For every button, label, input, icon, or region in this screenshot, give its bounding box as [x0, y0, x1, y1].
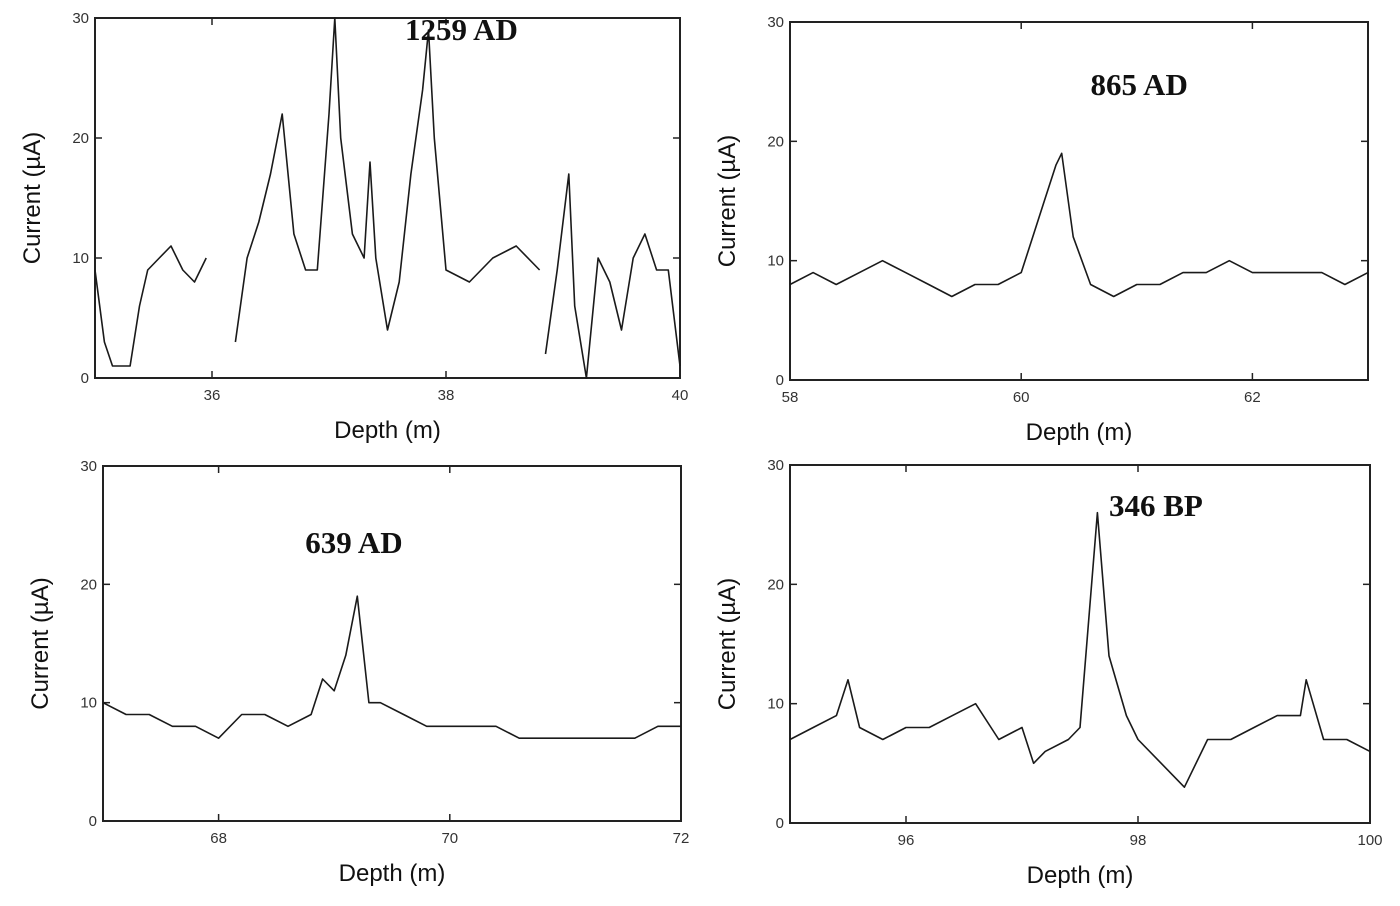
y-tick-label: 20: [72, 130, 89, 147]
y-tick-label: 20: [767, 576, 784, 593]
series-line-2: [234, 17, 541, 343]
chart-svg-1259-ad: 0 10 20 30 36 38 40 Depth (m) Current (µA) 1259 A…: [19, 10, 689, 444]
x-tick-label: 58: [782, 389, 799, 406]
chart-svg-639-ad: 0 10 20 30 68 70 72 Depth (m) Current (µA) 639 AD: [27, 458, 690, 887]
x-tick-label: 70: [441, 830, 458, 847]
x-tick-label: 62: [1244, 389, 1261, 406]
y-axis-label: Current (µA): [19, 132, 46, 265]
y-tick-label: 10: [80, 695, 97, 712]
event-annotation: 639 AD: [305, 525, 402, 560]
x-tick-label: 98: [1130, 832, 1147, 849]
y-tick-label: 20: [80, 576, 97, 593]
y-tick-label: 30: [72, 10, 89, 27]
x-tick-label: 60: [1013, 389, 1030, 406]
y-tick-label: 0: [776, 815, 784, 832]
x-axis-label: Depth (m): [339, 860, 446, 887]
y-axis-label: Current (µA): [27, 577, 54, 710]
series-line-3: [544, 173, 681, 379]
event-annotation: 1259 AD: [405, 12, 518, 47]
event-annotation: 346 BP: [1109, 488, 1203, 523]
x-tick-label: 40: [672, 387, 689, 404]
x-axis-label: Depth (m): [1026, 419, 1133, 446]
plot-frame: [789, 21, 1369, 381]
y-tick-label: 0: [776, 372, 784, 389]
x-tick-label: 72: [673, 830, 690, 847]
x-tick-label: 36: [204, 387, 221, 404]
chart-panel-1259-ad: 0 10 20 30 36 38 40 Depth (m) Current (µA) 1259 A…: [0, 0, 700, 453]
y-tick-label: 0: [89, 813, 97, 830]
chart-svg-865-ad: 0 10 20 30 58 60 62 Depth (m) Current (µA) 865 AD: [714, 14, 1369, 446]
x-tick-label: 38: [438, 387, 455, 404]
y-tick-label: 10: [72, 250, 89, 267]
y-tick-label: 30: [80, 458, 97, 475]
series-line-1: [102, 595, 681, 739]
y-axis-label: Current (µA): [714, 135, 741, 268]
chart-svg-346-bp: 0 10 20 30 96 98 100 Depth (m) Current (µA) 346 B…: [714, 457, 1383, 889]
x-tick-label: 100: [1357, 832, 1382, 849]
y-axis-label: Current (µA): [714, 578, 741, 711]
x-tick-label: 96: [898, 832, 915, 849]
event-annotation: 865 AD: [1091, 67, 1188, 102]
y-tick-label: 30: [767, 14, 784, 31]
series-line-1: [789, 152, 1369, 298]
y-tick-label: 0: [81, 370, 89, 387]
series-line-1: [94, 245, 207, 367]
chart-panel-865-ad: 0 10 20 30 58 60 62 Depth (m) Current (µA) 865 AD: [700, 0, 1400, 453]
x-axis-label: Depth (m): [334, 417, 441, 444]
plot-frame: [94, 17, 681, 379]
chart-panel-639-ad: 0 10 20 30 68 70 72 Depth (m) Current (µA) 639 AD: [0, 453, 700, 906]
x-tick-label: 68: [210, 830, 227, 847]
y-tick-label: 30: [767, 457, 784, 474]
plot-frame: [789, 464, 1371, 824]
y-tick-label: 20: [767, 133, 784, 150]
y-tick-label: 10: [767, 253, 784, 270]
y-tick-label: 10: [767, 696, 784, 713]
plot-frame: [102, 465, 682, 822]
x-axis-label: Depth (m): [1027, 862, 1134, 889]
series-line-1: [789, 511, 1371, 788]
chart-panel-346-bp: 0 10 20 30 96 98 100 Depth (m) Current (µA) 346 B…: [700, 453, 1400, 906]
